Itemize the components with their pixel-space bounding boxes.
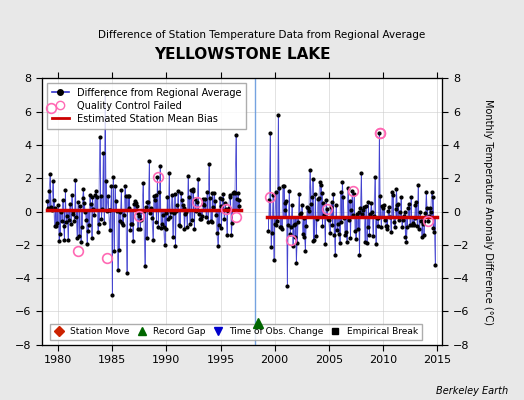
Text: Difference of Station Temperature Data from Regional Average: Difference of Station Temperature Data f… <box>99 30 425 40</box>
Y-axis label: Monthly Temperature Anomaly Difference (°C): Monthly Temperature Anomaly Difference (… <box>483 98 493 324</box>
Title: YELLOWSTONE LAKE: YELLOWSTONE LAKE <box>154 47 331 62</box>
Text: Berkeley Earth: Berkeley Earth <box>436 386 508 396</box>
Legend: Station Move, Record Gap, Time of Obs. Change, Empirical Break: Station Move, Record Gap, Time of Obs. C… <box>50 324 422 340</box>
